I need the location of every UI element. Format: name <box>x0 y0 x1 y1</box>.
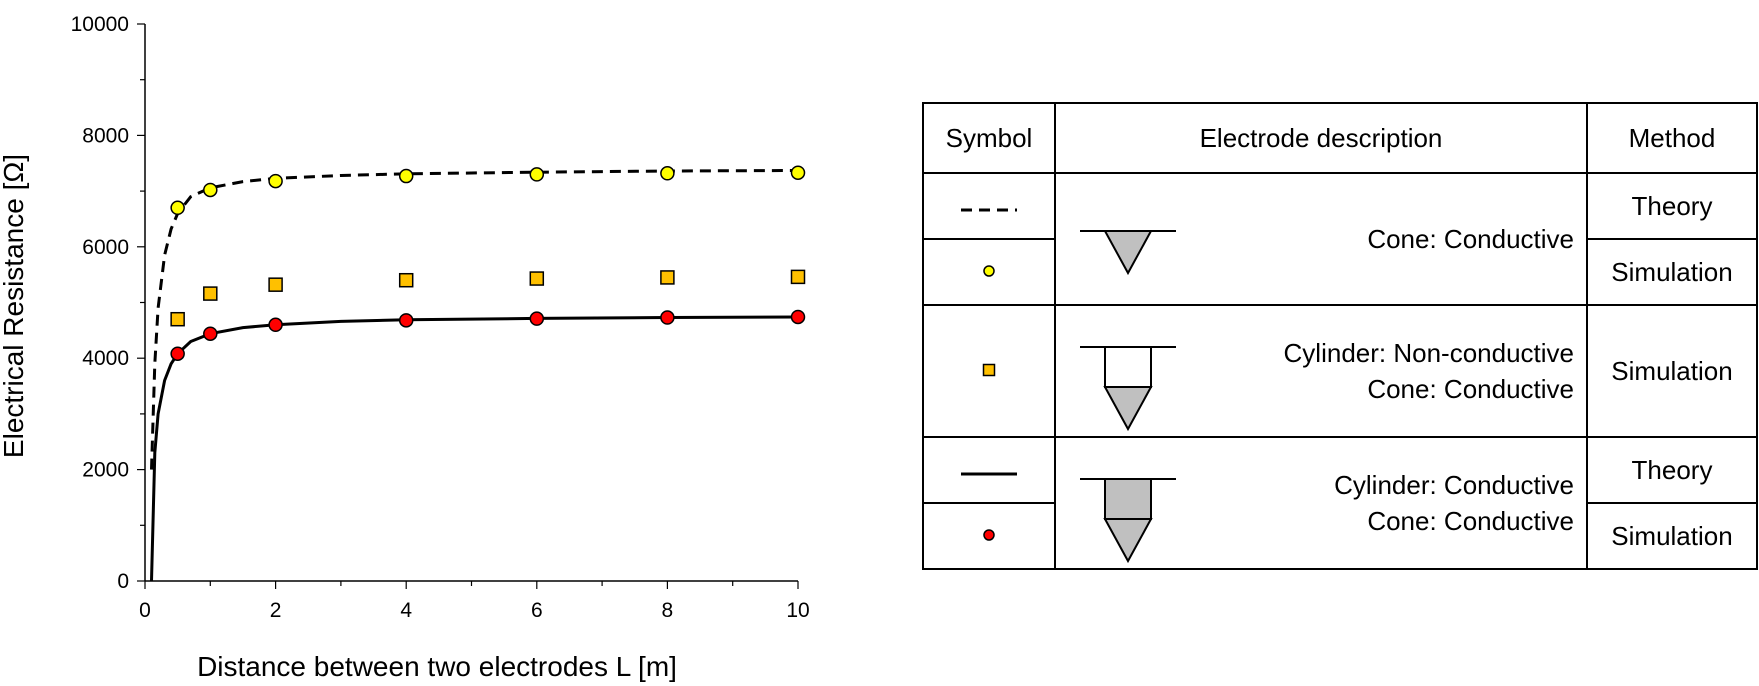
header-description: Electrode description <box>1054 102 1588 174</box>
data-point-circle <box>398 313 414 328</box>
data-point-circle <box>268 173 283 189</box>
data-point-circle <box>398 168 414 184</box>
cone-electrode-icon <box>1080 230 1176 276</box>
x-tick-label: 0 <box>139 599 151 622</box>
method-theory: Theory <box>1586 436 1758 504</box>
data-point-circle <box>660 166 675 181</box>
description-line-2: Cone: Conductive <box>1367 506 1574 536</box>
legend-table: Symbol Electrode description Method Cone… <box>922 102 1758 570</box>
data-point-square <box>660 270 675 285</box>
x-tick-label: 10 <box>786 599 809 622</box>
symbol-yellow-circle <box>922 238 1056 306</box>
data-point-square <box>529 271 545 286</box>
nonconductive-cylinder-cone-icon <box>1080 346 1176 432</box>
description-cylinder-nonconductive: Cylinder: Non-conductive Cone: Conductiv… <box>1054 304 1588 438</box>
description-cone-conductive: Cone: Conductive <box>1054 172 1588 306</box>
data-point-circle <box>660 310 675 325</box>
x-axis-title: Distance between two electrodes L [m] <box>197 651 677 682</box>
theory-solid-curve <box>150 315 799 582</box>
resistance-chart: 0 2000 4000 6000 8000 10000 0 2 4 6 8 10 Electrical… <box>0 13 810 682</box>
x-tick-label: 4 <box>400 599 412 622</box>
data-point-square <box>203 286 218 301</box>
data-point-square <box>268 277 283 292</box>
description-line-1: Cylinder: Conductive <box>1334 470 1574 500</box>
data-point-circle <box>170 346 185 361</box>
data-point-circle <box>268 317 283 333</box>
description-cylinder-conductive: Cylinder: Conductive Cone: Conductive <box>1054 436 1588 570</box>
y-tick-label: 8000 <box>82 124 129 147</box>
description-line-1: Cylinder: Non-conductive <box>1283 338 1574 368</box>
red-circle-icon <box>983 528 995 541</box>
data-point-circle <box>790 309 806 325</box>
y-axis-title: Electrical Resistance [Ω] <box>0 154 29 458</box>
symbol-orange-square <box>922 304 1056 438</box>
symbol-solid-line <box>922 436 1056 504</box>
dashed-line-icon <box>961 208 1017 211</box>
y-tick-label: 4000 <box>82 347 129 370</box>
method-simulation: Simulation <box>1586 238 1758 306</box>
header-symbol: Symbol <box>922 102 1056 174</box>
x-tick-label: 2 <box>270 599 282 622</box>
x-tick-label: 8 <box>662 599 674 622</box>
data-point-circle <box>529 311 545 326</box>
solid-line-icon <box>961 472 1017 475</box>
chart-lines <box>150 169 799 582</box>
symbol-red-circle <box>922 502 1056 570</box>
chart-markers <box>170 165 806 361</box>
data-point-circle <box>203 326 218 341</box>
method-simulation: Simulation <box>1586 304 1758 438</box>
method-theory: Theory <box>1586 172 1758 240</box>
yellow-circle-icon <box>983 264 995 277</box>
orange-square-icon <box>982 363 996 376</box>
data-point-circle <box>203 182 218 198</box>
conductive-cylinder-cone-icon <box>1080 478 1176 564</box>
data-point-circle <box>170 200 185 216</box>
data-point-square <box>170 311 185 327</box>
y-tick-label: 2000 <box>82 459 129 482</box>
y-tick-label: 6000 <box>82 236 129 259</box>
data-point-circle <box>529 167 545 182</box>
header-method: Method <box>1586 102 1758 174</box>
y-tick-label: 0 <box>117 570 129 593</box>
data-point-square <box>790 269 806 285</box>
data-point-circle <box>790 165 806 180</box>
description-text: Cone: Conductive <box>1367 223 1574 254</box>
data-point-square <box>398 272 414 288</box>
y-tick-label: 10000 <box>71 13 129 36</box>
symbol-dashed-line <box>922 172 1056 240</box>
chart-axes: 0 2000 4000 6000 8000 10000 0 2 4 6 8 10 <box>71 13 810 622</box>
x-tick-label: 6 <box>531 599 543 622</box>
theory-dashed-curve <box>150 169 799 470</box>
description-line-2: Cone: Conductive <box>1367 374 1574 404</box>
method-simulation: Simulation <box>1586 502 1758 570</box>
